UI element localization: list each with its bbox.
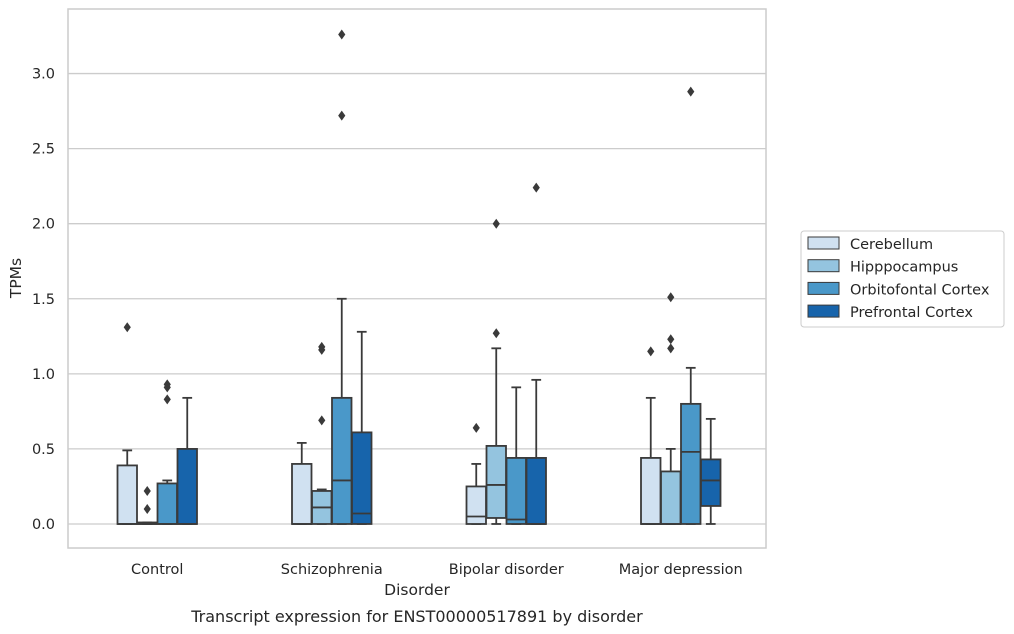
y-tick-label: 2.5 <box>32 142 55 158</box>
legend-swatch <box>807 281 840 295</box>
box-body <box>351 431 373 525</box>
outlier-point <box>338 29 346 40</box>
box-1-2 <box>331 29 353 525</box>
outlier-point <box>532 182 540 193</box>
box-body <box>700 458 722 507</box>
y-tick-label: 2.0 <box>32 217 55 233</box>
y-tick-label: 1.0 <box>32 367 55 383</box>
outlier-point <box>318 415 326 426</box>
plot-frame <box>67 8 767 549</box>
box-2-1 <box>485 218 507 525</box>
grid-layer <box>68 72 766 525</box>
box-body <box>291 463 313 525</box>
box-3-0 <box>640 346 662 525</box>
legend-label: Prefrontal Cortex <box>850 305 973 321</box>
outlier-point <box>338 110 346 121</box>
box-body <box>176 448 198 525</box>
legend-label: Cerebellum <box>850 237 933 253</box>
outlier-point <box>472 422 480 433</box>
box-0-1 <box>136 485 158 525</box>
x-tick-label: Major depression <box>619 562 743 578</box>
box-0-0 <box>116 322 138 525</box>
legend-swatch <box>807 259 840 273</box>
boxes-layer <box>116 29 722 525</box>
box-3-1 <box>660 292 682 525</box>
box-1-1 <box>311 341 333 525</box>
box-body <box>465 485 487 525</box>
box-body <box>116 464 138 525</box>
box-0-2 <box>156 379 178 525</box>
x-tick-label: Schizophrenia <box>281 562 383 578</box>
y-tick-label: 1.5 <box>32 292 55 308</box>
box-body <box>331 396 353 525</box>
legend: Cerebellum Hipppocampus Orbitofontal Corte… <box>800 230 1005 328</box>
outlier-point <box>163 382 171 393</box>
y-tick-label: 3.0 <box>32 67 55 83</box>
box-body <box>485 445 507 519</box>
legend-label: Hipppocampus <box>850 260 958 276</box>
figure-caption: Transcript expression for ENST0000051789… <box>190 607 643 626</box>
y-tick-label: 0.0 <box>32 517 55 533</box>
legend-label: Orbitofontal Cortex <box>850 282 990 298</box>
x-axis-label: Disorder <box>384 581 450 599</box>
outlier-point <box>667 343 675 354</box>
outlier-point <box>667 292 675 303</box>
outlier-point <box>123 322 131 333</box>
box-2-2 <box>505 386 527 525</box>
y-axis-label: TPMs <box>7 258 25 299</box>
outlier-point <box>492 218 500 229</box>
legend-frame <box>800 230 1005 328</box>
box-2-0 <box>465 422 487 525</box>
x-tick-label: Control <box>131 562 183 578</box>
box-body <box>505 457 527 525</box>
box-3-3 <box>700 417 722 525</box>
box-0-3 <box>176 396 198 525</box>
outlier-point <box>143 485 151 496</box>
y-tick-label: 0.5 <box>32 442 55 458</box>
outlier-point <box>163 394 171 405</box>
box-body <box>156 482 178 525</box>
box-3-2 <box>680 86 702 525</box>
box-1-3 <box>351 330 373 525</box>
box-1-0 <box>291 442 313 525</box>
x-tick-labels: Control Schizophrenia Bipolar disorder Majo… <box>131 562 743 578</box>
box-2-3 <box>525 182 547 525</box>
box-body <box>660 470 682 525</box>
legend-swatch <box>807 236 840 250</box>
legend-swatch <box>807 304 840 318</box>
outlier-point <box>667 334 675 345</box>
outlier-point <box>687 86 695 97</box>
y-tick-labels: 0.0 0.5 1.0 1.5 2.0 2.5 3.0 <box>32 67 55 533</box>
outlier-point <box>647 346 655 357</box>
outlier-point <box>143 503 151 514</box>
box-body <box>640 457 662 525</box>
outlier-point <box>318 344 326 355</box>
box-body <box>525 457 547 525</box>
x-tick-label: Bipolar disorder <box>449 562 564 578</box>
outlier-point <box>492 328 500 339</box>
box-body <box>680 402 702 525</box>
